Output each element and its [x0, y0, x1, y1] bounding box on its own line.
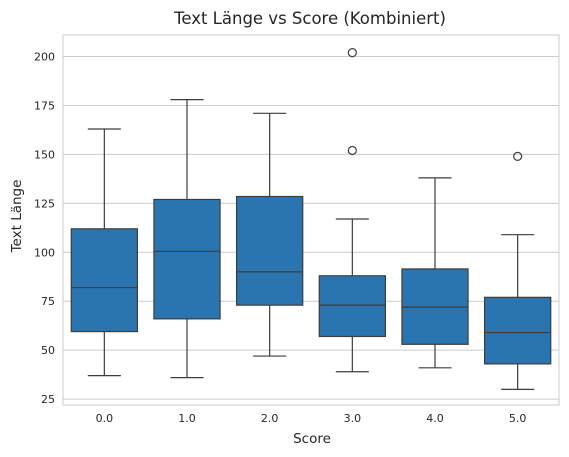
- box-5.0: [484, 151, 552, 390]
- y-tick-label: 200: [34, 51, 55, 64]
- y-tick-label: 50: [41, 344, 55, 357]
- y-tick-label: 175: [34, 99, 55, 112]
- box-0.0: [70, 128, 139, 377]
- box-3.0: [318, 48, 386, 373]
- plot-frame: [62, 34, 560, 406]
- x-tick-label: 2.0: [261, 412, 279, 425]
- x-tick-label: 4.0: [426, 412, 444, 425]
- x-axis-label: Score: [293, 431, 331, 447]
- y-tick-label: 25: [41, 393, 55, 406]
- boxes: [70, 48, 552, 390]
- box-iqr: [318, 275, 386, 338]
- x-tick-label: 1.0: [178, 412, 196, 425]
- gridlines: [63, 56, 559, 400]
- x-tick-labels: 0.0 1.0 2.0 3.0 4.0 5.0: [96, 412, 527, 425]
- y-tick-label: 100: [34, 246, 55, 259]
- box-iqr: [70, 228, 139, 333]
- outlier-point: [347, 145, 357, 156]
- box-iqr: [484, 296, 552, 365]
- box-4.0: [401, 177, 469, 369]
- box-2.0: [236, 112, 304, 357]
- chart-title: Text Länge vs Score (Kombiniert): [173, 9, 446, 28]
- y-tick-label: 125: [34, 197, 55, 210]
- x-tick-label: 0.0: [96, 412, 114, 425]
- outlier-point: [347, 48, 357, 58]
- outlier-point: [513, 151, 523, 161]
- x-tick-label: 3.0: [344, 412, 362, 425]
- y-axis-label: Text Länge: [9, 180, 25, 254]
- x-tick-label: 5.0: [509, 412, 527, 425]
- y-tick-labels: 25 50 75 100 125 150 175 200: [34, 51, 55, 407]
- box-1.0: [153, 99, 221, 379]
- box-iqr: [153, 198, 221, 320]
- y-tick-label: 150: [34, 148, 55, 161]
- box-iqr: [236, 195, 304, 306]
- y-tick-label: 75: [41, 295, 55, 308]
